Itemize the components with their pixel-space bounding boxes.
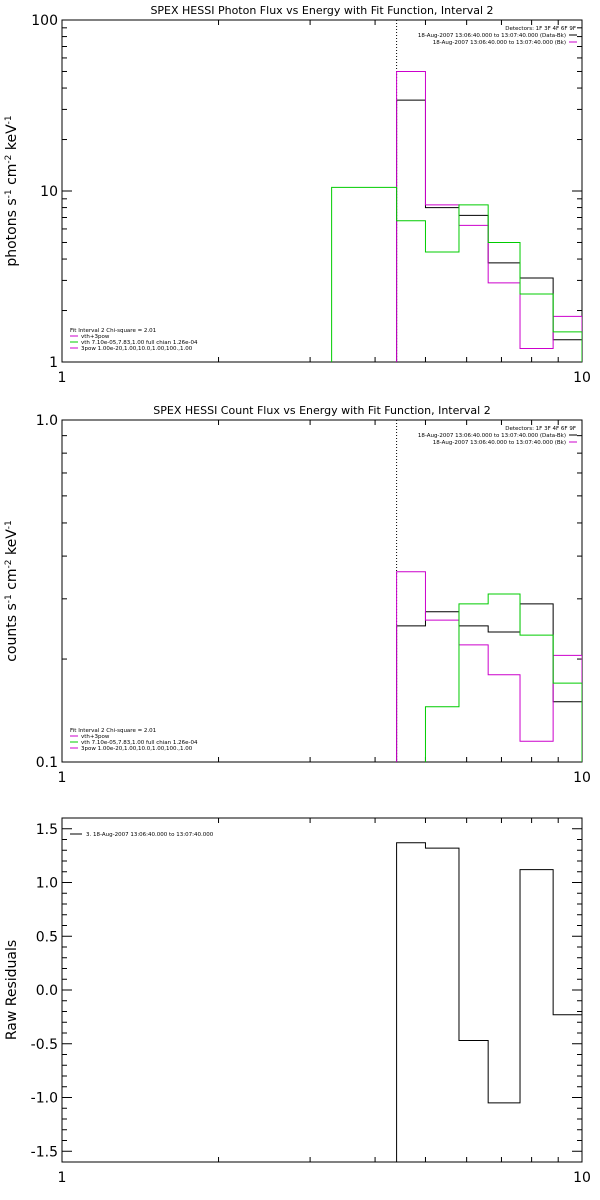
x-tick-label: 10 xyxy=(573,370,591,386)
y-tick-label: 0.0 xyxy=(36,983,58,999)
y-tick-label: 1.0 xyxy=(36,876,58,892)
series-0-histogram xyxy=(396,99,582,362)
y-axis-label-part: counts s xyxy=(4,603,20,662)
y-axis-label-part: cm xyxy=(4,568,20,594)
legend-left-entry: 3. 18-Aug-2007 13:06:40.000 to 13:07:40.… xyxy=(86,832,214,838)
series-1-histogram xyxy=(396,70,582,362)
legend-right-header: Detectors: 1F 3F 4F 6F 9F xyxy=(505,426,576,432)
y-tick-label: 0.1 xyxy=(36,755,58,771)
chart-title: SPEX HESSI Count Flux vs Energy with Fit… xyxy=(153,404,490,417)
legend-right-entry: 18-Aug-2007 13:06:40.000 to 13:07:40.000… xyxy=(433,40,566,46)
series-0-histogram xyxy=(396,603,582,762)
y-tick-label: 1 xyxy=(49,355,58,371)
legend-right-entry: 18-Aug-2007 13:06:40.000 to 13:07:40.000… xyxy=(418,33,566,39)
y-tick-label: 1.0 xyxy=(36,413,58,429)
plot-frame xyxy=(61,19,583,363)
y-axis-label-part: keV xyxy=(4,124,20,155)
y-axis-label: photons s-1 cm-2 keV-1 xyxy=(4,115,20,266)
data-layer xyxy=(331,20,582,362)
y-axis-label-exponent: -1 xyxy=(4,189,14,198)
y-tick-label: 100 xyxy=(31,13,58,29)
y-axis-label-part: cm xyxy=(4,164,20,190)
legend-left-entry: vth+3pow xyxy=(81,734,110,740)
y-tick-label: 10 xyxy=(40,184,58,200)
y-axis-label-part: Raw Residuals xyxy=(4,940,20,1040)
legend-left-entry: vth 7.10e-05,7.83,1.00 full chian 1.26e-… xyxy=(81,740,198,746)
series-2-histogram xyxy=(331,186,582,362)
data-layer xyxy=(396,842,582,1162)
y-tick-label: 1.5 xyxy=(36,822,58,838)
y-axis-label-part: keV xyxy=(4,529,20,560)
y-axis-label-exponent: -1 xyxy=(4,594,14,603)
legend-right-entry: 18-Aug-2007 13:06:40.000 to 13:07:40.000… xyxy=(433,440,566,446)
y-tick-label: 0.5 xyxy=(36,929,58,945)
x-tick-label: 10 xyxy=(573,770,591,786)
legend-left-entry: vth+3pow xyxy=(81,334,110,340)
y-axis-label: Raw Residuals xyxy=(4,940,20,1040)
legend-left-header: Fit Interval 2 Chi-square = 2.01 xyxy=(70,728,156,734)
x-tick-label: 1 xyxy=(58,770,67,786)
y-axis-label: counts s-1 cm-2 keV-1 xyxy=(4,520,20,662)
y-axis-label-exponent: -1 xyxy=(4,115,14,124)
legend-left-header: Fit Interval 2 Chi-square = 2.01 xyxy=(70,328,156,334)
legend-left-entry: 3pow 1.00e-20,1.00,10.0,1.00,100.,1.00 xyxy=(81,346,193,352)
series-2-histogram xyxy=(424,593,582,762)
y-axis-label-exponent: -1 xyxy=(4,520,14,529)
y-axis-label-part: photons s xyxy=(4,198,20,266)
legend-right-header: Detectors: 1F 3F 4F 6F 9F xyxy=(505,26,576,32)
y-axis-label-exponent: -2 xyxy=(4,559,14,568)
y-tick-label: -0.5 xyxy=(31,1037,58,1053)
x-tick-label: 1 xyxy=(58,370,67,386)
y-tick-label: -1.5 xyxy=(31,1144,58,1160)
data-layer xyxy=(396,420,582,762)
plot-frame xyxy=(61,817,583,1163)
series-0-histogram xyxy=(396,842,582,1162)
plot-frame xyxy=(61,419,583,763)
series-1-histogram xyxy=(396,571,582,762)
y-axis-label-exponent: -2 xyxy=(4,155,14,164)
legend-left-entry: vth 7.10e-05,7.83,1.00 full chian 1.26e-… xyxy=(81,340,198,346)
y-tick-label: -1.0 xyxy=(31,1091,58,1107)
legend-left-entry: 3pow 1.00e-20,1.00,10.0,1.00,100.,1.00 xyxy=(81,746,193,752)
chart-title: SPEX HESSI Photon Flux vs Energy with Fi… xyxy=(150,4,493,17)
x-tick-label: 1 xyxy=(58,1170,67,1186)
x-tick-label: 10 xyxy=(573,1170,591,1186)
legend-right-entry: 18-Aug-2007 13:06:40.000 to 13:07:40.000… xyxy=(418,433,566,439)
